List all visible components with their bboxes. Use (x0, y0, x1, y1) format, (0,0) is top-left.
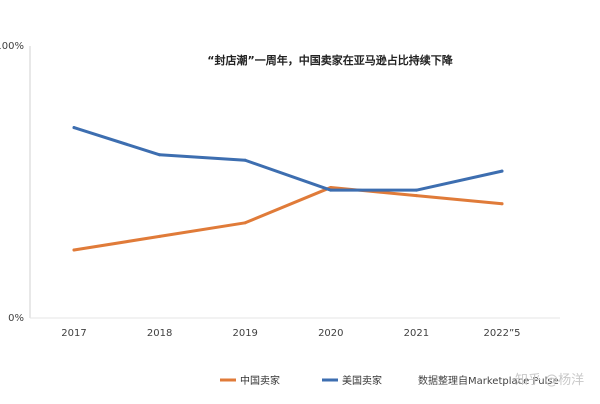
data-point (243, 221, 247, 225)
data-point (72, 248, 76, 252)
y-tick-label-bottom: 0% (8, 313, 24, 324)
legend-label-usa: 美国卖家 (342, 374, 382, 387)
x-tick-label: 2020 (318, 328, 343, 339)
legend-label-china: 中国卖家 (240, 374, 280, 387)
data-point (329, 188, 333, 192)
data-point (500, 169, 504, 173)
watermark: 知乎 @杨洋 (515, 372, 584, 388)
series-lines (72, 126, 504, 252)
x-tick-label: 2019 (232, 328, 257, 339)
x-tick-label: 2021 (404, 328, 429, 339)
y-axis: 100% 0% (0, 41, 31, 324)
x-tick-label: 2022”5 (484, 328, 521, 339)
legend: 中国卖家 美国卖家 数据整理自Marketplace Pulse (220, 374, 559, 387)
data-point (500, 202, 504, 206)
series-line-usa (72, 126, 504, 192)
data-point (158, 234, 162, 238)
x-tick-label: 2017 (61, 328, 86, 339)
data-point (158, 153, 162, 157)
chart-title: “封店潮”一周年，中国卖家在亚马逊占比持续下降 (207, 53, 453, 67)
x-tick-labels: 2017 2018 2019 2020 2021 2022”5 (61, 328, 520, 339)
y-tick-label-top: 100% (0, 41, 24, 52)
source-note: 数据整理自Marketplace Pulse (418, 374, 559, 387)
data-point (414, 188, 418, 192)
series-line-china (72, 185, 504, 252)
data-point (72, 126, 76, 130)
data-point (243, 158, 247, 162)
data-point (414, 194, 418, 198)
data-point (329, 185, 333, 189)
x-tick-label: 2018 (147, 328, 172, 339)
